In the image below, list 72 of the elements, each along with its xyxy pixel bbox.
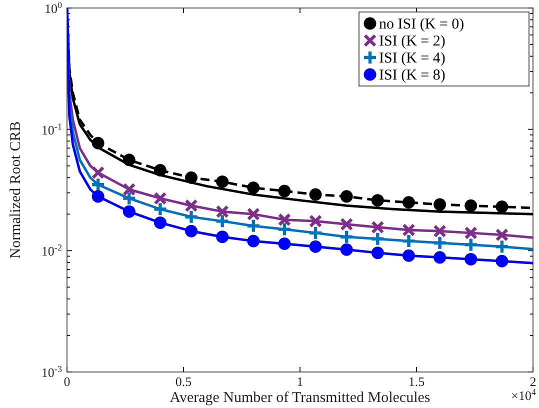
point [433, 224, 446, 238]
point [214, 214, 230, 229]
point [340, 243, 353, 256]
point [152, 202, 168, 217]
point [276, 222, 292, 237]
point [370, 231, 386, 247]
point [185, 224, 198, 238]
point [495, 228, 509, 242]
point [339, 229, 354, 244]
point [402, 196, 415, 209]
point [496, 200, 508, 214]
point [90, 177, 106, 192]
y-tick-label: 10$^{-3}$ [41, 364, 62, 380]
point [247, 182, 260, 194]
point [92, 136, 104, 150]
point [496, 254, 508, 268]
point [463, 237, 478, 252]
point [464, 226, 478, 240]
point [371, 246, 384, 260]
legend-label: ISI (K = 4) [379, 50, 446, 66]
point [185, 171, 198, 184]
point [247, 234, 260, 248]
point [278, 213, 292, 226]
x-tick-label: 0.5 [175, 374, 192, 389]
point [122, 154, 136, 166]
y-tick-label: 10$^{0}$ [44, 0, 62, 16]
x-tick-label: 2 [530, 374, 536, 389]
text: ×10$^{4}$ [511, 387, 536, 403]
legend-label: ISI (K = 2) [379, 34, 446, 50]
point [154, 216, 166, 229]
point [246, 218, 261, 234]
y-tick-label: 10$^{-2}$ [41, 242, 62, 259]
point [434, 198, 446, 211]
point [216, 204, 229, 218]
point [464, 199, 478, 212]
point [216, 175, 229, 188]
point [184, 199, 198, 212]
point [402, 249, 415, 262]
x-tick-label: 1.5 [408, 374, 425, 389]
point [154, 164, 166, 176]
point [246, 208, 260, 221]
point [91, 166, 105, 180]
point [402, 223, 416, 237]
point [434, 251, 446, 264]
point [122, 190, 137, 206]
point [432, 235, 448, 250]
x-axis-title: Average Number of Transmitted Molecules [170, 390, 430, 406]
point [308, 225, 324, 241]
point [92, 190, 104, 203]
x-tick-label: 0 [64, 374, 70, 389]
point [309, 188, 322, 201]
point [371, 194, 384, 207]
point [278, 238, 291, 250]
point [122, 182, 136, 196]
y-tick-label: 10$^{-1}$ [41, 121, 62, 138]
point [184, 209, 199, 224]
point [278, 184, 291, 198]
x-tick-label: 1 [296, 374, 304, 389]
point [122, 205, 136, 218]
point [309, 240, 322, 253]
point [401, 233, 416, 249]
legend-label: ISI (K = 8) [379, 68, 446, 84]
point [464, 252, 478, 266]
point [371, 220, 384, 234]
point [308, 214, 322, 228]
legend-label: no ISI (K = 0) [379, 16, 464, 32]
point [216, 230, 229, 244]
point [494, 239, 510, 254]
point [340, 190, 353, 203]
point [340, 218, 354, 231]
y-axis-title: Normalized Root CRB [8, 121, 24, 259]
point [154, 192, 167, 205]
